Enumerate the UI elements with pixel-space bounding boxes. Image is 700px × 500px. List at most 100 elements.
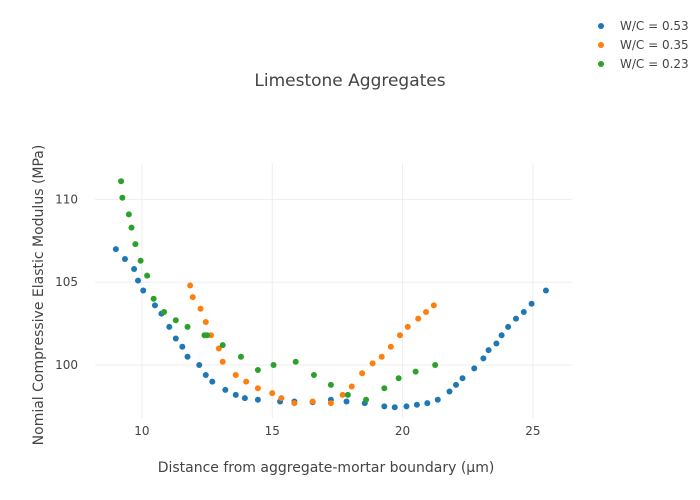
legend-item-series-2[interactable]: W/C = 0.35 — [598, 38, 689, 52]
data-point-series-3[interactable] — [292, 358, 299, 365]
data-point-series-3[interactable] — [395, 375, 402, 382]
data-point-series-1[interactable] — [542, 287, 549, 294]
data-point-series-1[interactable] — [112, 246, 119, 253]
x-axis-title: Distance from aggregate-mortar boundary … — [158, 460, 495, 476]
data-point-series-1[interactable] — [493, 340, 500, 347]
data-point-series-3[interactable] — [219, 342, 226, 349]
data-point-series-1[interactable] — [434, 396, 441, 403]
data-point-series-2[interactable] — [359, 370, 366, 377]
data-point-series-2[interactable] — [232, 371, 239, 378]
legend[interactable]: W/C = 0.53 W/C = 0.35 W/C = 0.23 — [598, 19, 689, 71]
legend-marker — [598, 61, 604, 67]
data-point-series-1[interactable] — [131, 265, 138, 272]
data-point-series-3[interactable] — [432, 362, 439, 369]
data-point-series-2[interactable] — [202, 318, 209, 325]
data-point-series-1[interactable] — [485, 347, 492, 354]
data-point-series-2[interactable] — [243, 378, 250, 385]
data-point-series-1[interactable] — [241, 395, 248, 402]
data-point-series-3[interactable] — [128, 224, 135, 231]
data-point-series-3[interactable] — [204, 332, 211, 339]
data-point-series-1[interactable] — [424, 400, 431, 407]
data-point-series-3[interactable] — [237, 353, 244, 360]
data-point-series-3[interactable] — [327, 381, 334, 388]
data-point-series-2[interactable] — [369, 360, 376, 367]
data-point-series-1[interactable] — [151, 302, 158, 309]
data-point-series-2[interactable] — [309, 398, 316, 405]
data-point-series-1[interactable] — [391, 404, 398, 411]
data-point-series-1[interactable] — [196, 362, 203, 369]
data-point-series-2[interactable] — [430, 302, 437, 309]
data-point-series-1[interactable] — [343, 398, 350, 405]
data-point-series-1[interactable] — [528, 300, 535, 307]
data-point-series-1[interactable] — [459, 375, 466, 382]
data-point-series-1[interactable] — [471, 365, 478, 372]
data-point-series-3[interactable] — [310, 371, 317, 378]
data-point-series-2[interactable] — [187, 282, 194, 289]
data-point-series-1[interactable] — [403, 403, 410, 410]
data-point-series-1[interactable] — [512, 315, 519, 322]
data-point-series-2[interactable] — [378, 353, 385, 360]
data-point-series-2[interactable] — [348, 383, 355, 390]
data-point-series-2[interactable] — [387, 343, 394, 350]
data-point-series-1[interactable] — [179, 343, 186, 350]
x-tick-label: 15 — [265, 424, 280, 438]
data-point-series-1[interactable] — [232, 391, 239, 398]
legend-label: W/C = 0.53 — [620, 19, 689, 33]
data-point-series-2[interactable] — [197, 305, 204, 312]
data-point-series-2[interactable] — [404, 323, 411, 330]
data-point-series-2[interactable] — [254, 385, 261, 392]
data-point-series-3[interactable] — [144, 272, 151, 279]
y-axis-title: Nomial Compressive Elastic Modulus (MPa) — [31, 145, 47, 446]
data-point-series-1[interactable] — [140, 287, 147, 294]
legend-marker — [598, 42, 604, 48]
data-point-series-3[interactable] — [184, 323, 191, 330]
data-point-series-1[interactable] — [209, 378, 216, 385]
data-point-series-1[interactable] — [222, 386, 229, 393]
data-point-series-1[interactable] — [480, 355, 487, 362]
data-point-series-2[interactable] — [215, 345, 222, 352]
data-point-series-1[interactable] — [135, 277, 142, 284]
data-point-series-3[interactable] — [161, 309, 168, 316]
data-point-series-3[interactable] — [150, 295, 157, 302]
data-point-series-2[interactable] — [291, 400, 298, 407]
data-point-series-1[interactable] — [381, 403, 388, 410]
data-point-series-3[interactable] — [363, 396, 370, 403]
data-point-series-1[interactable] — [520, 309, 527, 316]
data-point-series-1[interactable] — [446, 388, 453, 395]
data-point-series-3[interactable] — [119, 194, 126, 201]
data-point-series-1[interactable] — [202, 371, 209, 378]
data-point-series-2[interactable] — [339, 391, 346, 398]
data-point-series-1[interactable] — [413, 401, 420, 408]
y-tick-label: 105 — [55, 275, 78, 289]
data-point-series-1[interactable] — [498, 332, 505, 339]
legend-marker — [598, 23, 604, 29]
data-point-series-3[interactable] — [137, 257, 144, 264]
data-point-series-3[interactable] — [254, 366, 261, 373]
data-point-series-2[interactable] — [189, 294, 196, 301]
data-point-series-2[interactable] — [269, 390, 276, 397]
data-point-series-3[interactable] — [132, 241, 139, 248]
legend-item-series-1[interactable]: W/C = 0.53 — [598, 19, 689, 33]
data-point-series-2[interactable] — [396, 332, 403, 339]
data-point-series-3[interactable] — [344, 391, 351, 398]
data-point-series-1[interactable] — [505, 323, 512, 330]
legend-item-series-3[interactable]: W/C = 0.23 — [598, 57, 689, 71]
data-point-series-3[interactable] — [125, 211, 132, 218]
data-point-series-3[interactable] — [381, 385, 388, 392]
data-point-series-3[interactable] — [270, 362, 277, 369]
data-point-series-2[interactable] — [327, 400, 334, 407]
data-point-series-1[interactable] — [184, 353, 191, 360]
data-point-series-1[interactable] — [172, 335, 179, 342]
data-point-series-1[interactable] — [254, 396, 261, 403]
x-tick-label: 10 — [134, 424, 149, 438]
data-point-series-1[interactable] — [166, 323, 173, 330]
data-point-series-2[interactable] — [278, 395, 285, 402]
data-point-series-2[interactable] — [219, 358, 226, 365]
data-point-series-1[interactable] — [121, 256, 128, 263]
data-point-series-3[interactable] — [412, 368, 419, 375]
data-point-series-3[interactable] — [118, 178, 125, 185]
data-point-series-3[interactable] — [172, 317, 179, 324]
data-point-series-2[interactable] — [415, 315, 422, 322]
data-point-series-2[interactable] — [423, 309, 430, 316]
data-point-series-1[interactable] — [453, 381, 460, 388]
